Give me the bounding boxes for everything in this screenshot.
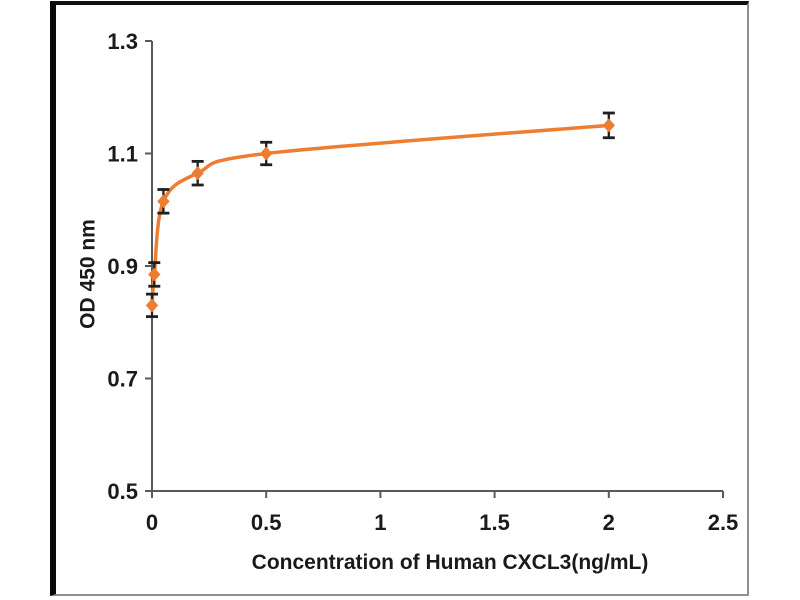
- y-tick-label: 0.7: [107, 367, 138, 392]
- x-tick-label: 2: [603, 510, 615, 535]
- data-point-marker: [157, 194, 170, 209]
- data-point-marker: [145, 298, 159, 313]
- x-tick-label: 1: [374, 510, 386, 535]
- data-point-marker: [191, 166, 204, 181]
- x-tick-label: 0: [146, 510, 158, 535]
- data-point-marker: [602, 118, 615, 133]
- y-axis-title: OD 450 nm: [76, 219, 100, 329]
- x-axis-title: Concentration of Human CXCL3(ng/mL): [251, 551, 649, 574]
- data-curve: [150, 123, 611, 308]
- x-tick-label: 1.5: [479, 510, 510, 535]
- y-tick-label: 0.9: [107, 254, 138, 279]
- y-tick-label: 0.5: [107, 479, 138, 504]
- y-tick-label: 1.3: [107, 29, 138, 54]
- y-tick-label: 1.1: [107, 142, 138, 167]
- chart-frame: [50, 1, 749, 596]
- x-tick-label: 0.5: [251, 510, 282, 535]
- x-tick-label: 2.5: [708, 510, 739, 535]
- data-point-marker: [260, 146, 273, 161]
- data-point-marker: [148, 267, 161, 282]
